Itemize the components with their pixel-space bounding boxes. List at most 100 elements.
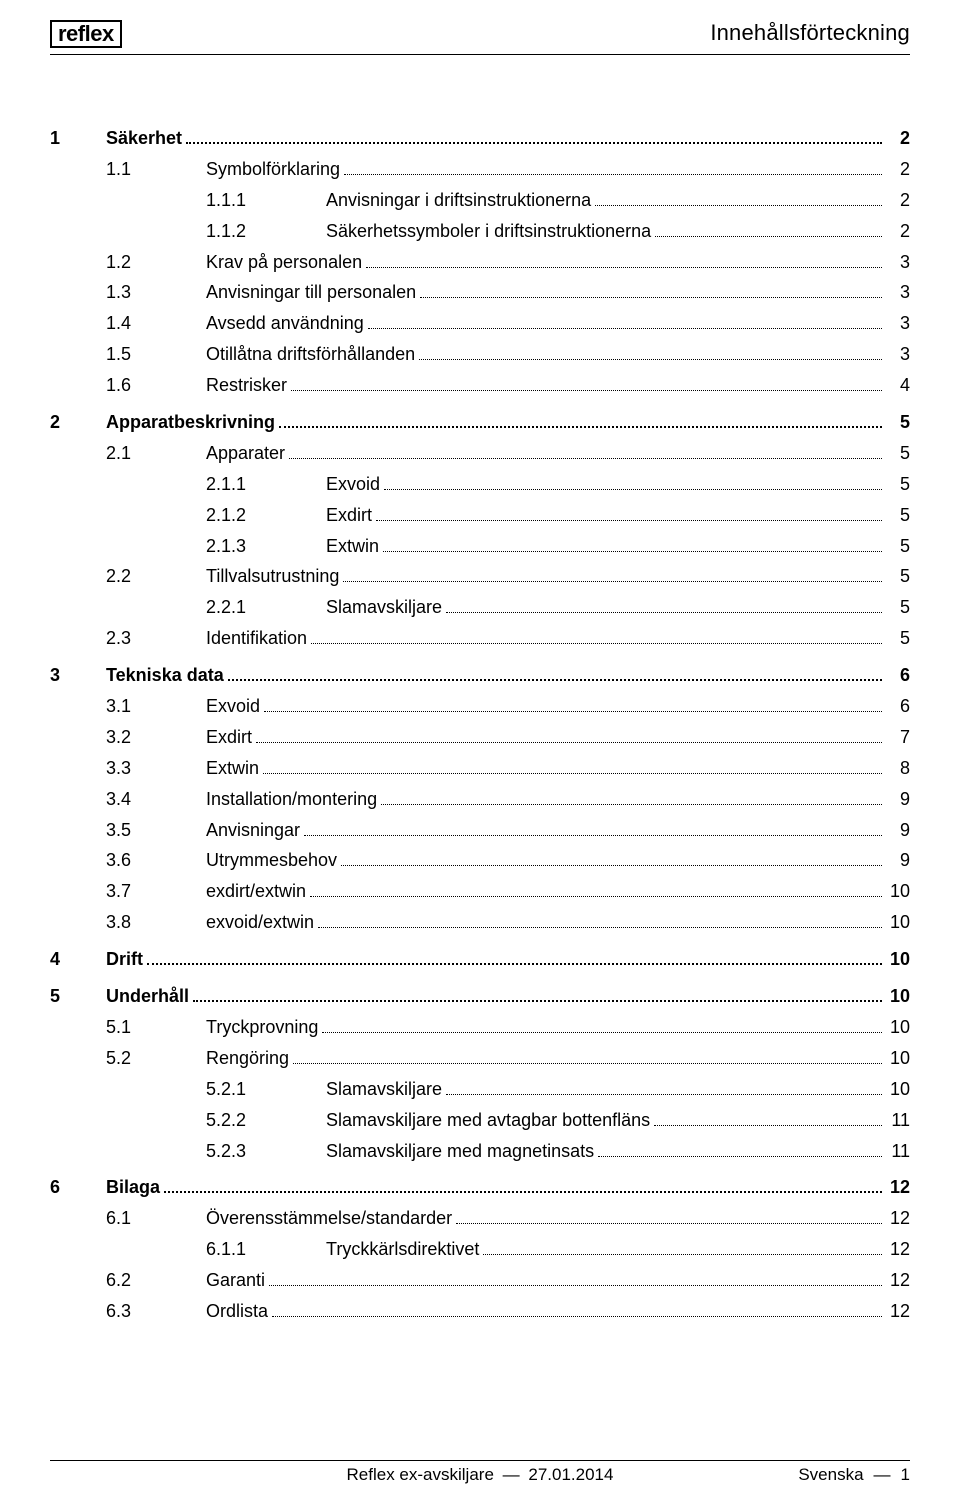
toc-leader [366, 253, 882, 267]
toc-page: 5 [886, 563, 910, 591]
toc-number: 5.2.3 [206, 1138, 326, 1166]
toc-number: 2.2 [106, 563, 206, 591]
toc-row: 5.2.1Slamavskiljare10 [206, 1076, 910, 1104]
toc-leader [186, 130, 882, 144]
toc-leader [446, 599, 882, 613]
toc-label: Avsedd användning [206, 310, 364, 338]
toc-leader [228, 667, 882, 681]
toc-row: 1.2Krav på personalen3 [106, 249, 910, 277]
toc-row: 2.1.3Extwin5 [206, 533, 910, 561]
footer: Reflex ex-avskiljare — 27.01.2014 Svensk… [50, 1460, 910, 1485]
toc-leader [483, 1241, 882, 1255]
toc-number: 5.2.1 [206, 1076, 326, 1104]
footer-dash-icon: — [874, 1465, 891, 1485]
footer-row: Reflex ex-avskiljare — 27.01.2014 Svensk… [50, 1465, 910, 1485]
toc-row: 1.1.2Säkerhetssymboler i driftsinstrukti… [206, 218, 910, 246]
toc-leader [264, 698, 882, 712]
toc-number: 3.3 [106, 755, 206, 783]
toc-row: 3.7exdirt/extwin10 [106, 878, 910, 906]
toc-leader [263, 759, 882, 773]
toc-label: Krav på personalen [206, 249, 362, 277]
toc-label: exvoid/extwin [206, 909, 314, 937]
toc-leader [598, 1142, 882, 1156]
toc-leader [654, 1111, 882, 1125]
toc-page: 2 [886, 125, 910, 153]
toc-label: Anvisningar till personalen [206, 279, 416, 307]
toc-page: 3 [886, 310, 910, 338]
toc-number: 3.4 [106, 786, 206, 814]
toc-label: Bilaga [106, 1174, 160, 1202]
toc-row: 3.2Exdirt7 [106, 724, 910, 752]
toc-row: 3.8exvoid/extwin10 [106, 909, 910, 937]
footer-rule [50, 1460, 910, 1461]
toc-number: 1.1.2 [206, 218, 326, 246]
toc-number: 1.6 [106, 372, 206, 400]
toc-number: 3.1 [106, 693, 206, 721]
toc-label: Slamavskiljare [326, 594, 442, 622]
toc-label: Otillåtna driftsförhållanden [206, 341, 415, 369]
toc-leader [344, 161, 882, 175]
toc-page: 9 [886, 817, 910, 845]
toc-page: 5 [886, 625, 910, 653]
toc-number: 6.1.1 [206, 1236, 326, 1264]
toc-label: Säkerhet [106, 125, 182, 153]
toc-leader [419, 346, 882, 360]
toc-page: 9 [886, 847, 910, 875]
toc-row: 3.5Anvisningar9 [106, 817, 910, 845]
toc-number: 1.2 [106, 249, 206, 277]
toc-label: Apparater [206, 440, 285, 468]
toc-number: 2.3 [106, 625, 206, 653]
toc-label: Tryckprovning [206, 1014, 318, 1042]
toc-page: 2 [886, 156, 910, 184]
table-of-contents: 1Säkerhet21.1Symbolförklaring21.1.1Anvis… [50, 125, 910, 1326]
toc-number: 6 [50, 1174, 106, 1202]
header: reflex Innehållsförteckning [50, 20, 910, 48]
toc-page: 5 [886, 594, 910, 622]
toc-leader [279, 414, 882, 428]
toc-page: 12 [886, 1267, 910, 1295]
toc-label: Säkerhetssymboler i driftsinstruktionern… [326, 218, 651, 246]
toc-number: 3.5 [106, 817, 206, 845]
toc-number: 3.6 [106, 847, 206, 875]
toc-leader [456, 1210, 882, 1224]
brand-logo: reflex [50, 20, 122, 48]
toc-row: 2Apparatbeskrivning5 [50, 409, 910, 437]
footer-doc: Reflex ex-avskiljare [347, 1465, 494, 1484]
toc-leader [164, 1179, 882, 1193]
toc-row: 6.2Garanti12 [106, 1267, 910, 1295]
toc-row: 3Tekniska data6 [50, 662, 910, 690]
toc-label: Identifikation [206, 625, 307, 653]
toc-number: 1.4 [106, 310, 206, 338]
toc-row: 1.3Anvisningar till personalen3 [106, 279, 910, 307]
toc-label: Exvoid [206, 693, 260, 721]
toc-label: Anvisningar i driftsinstruktionerna [326, 187, 591, 215]
toc-row: 4Drift10 [50, 946, 910, 974]
toc-number: 2.2.1 [206, 594, 326, 622]
toc-row: 6.3Ordlista12 [106, 1298, 910, 1326]
toc-row: 6.1Överensstämmelse/standarder12 [106, 1205, 910, 1233]
toc-page: 5 [886, 440, 910, 468]
toc-leader [193, 988, 882, 1002]
toc-leader [376, 506, 882, 520]
toc-row: 5.2.2Slamavskiljare med avtagbar bottenf… [206, 1107, 910, 1135]
toc-leader [269, 1272, 882, 1286]
toc-label: Utrymmesbehov [206, 847, 337, 875]
toc-number: 3.2 [106, 724, 206, 752]
toc-number: 2 [50, 409, 106, 437]
toc-page: 2 [886, 218, 910, 246]
toc-page: 10 [886, 909, 910, 937]
toc-label: Tillvalsutrustning [206, 563, 339, 591]
toc-leader [420, 284, 882, 298]
toc-row: 2.2.1Slamavskiljare 5 [206, 594, 910, 622]
toc-leader [655, 222, 882, 236]
toc-page: 11 [886, 1138, 910, 1166]
toc-label: exdirt/extwin [206, 878, 306, 906]
toc-row: 2.3Identifikation 5 [106, 625, 910, 653]
footer-page-number: 1 [901, 1465, 910, 1485]
toc-leader [289, 445, 882, 459]
toc-number: 1.3 [106, 279, 206, 307]
footer-date: 27.01.2014 [528, 1465, 613, 1484]
toc-label: Apparatbeskrivning [106, 409, 275, 437]
toc-label: Installation/montering [206, 786, 377, 814]
toc-leader [310, 883, 882, 897]
